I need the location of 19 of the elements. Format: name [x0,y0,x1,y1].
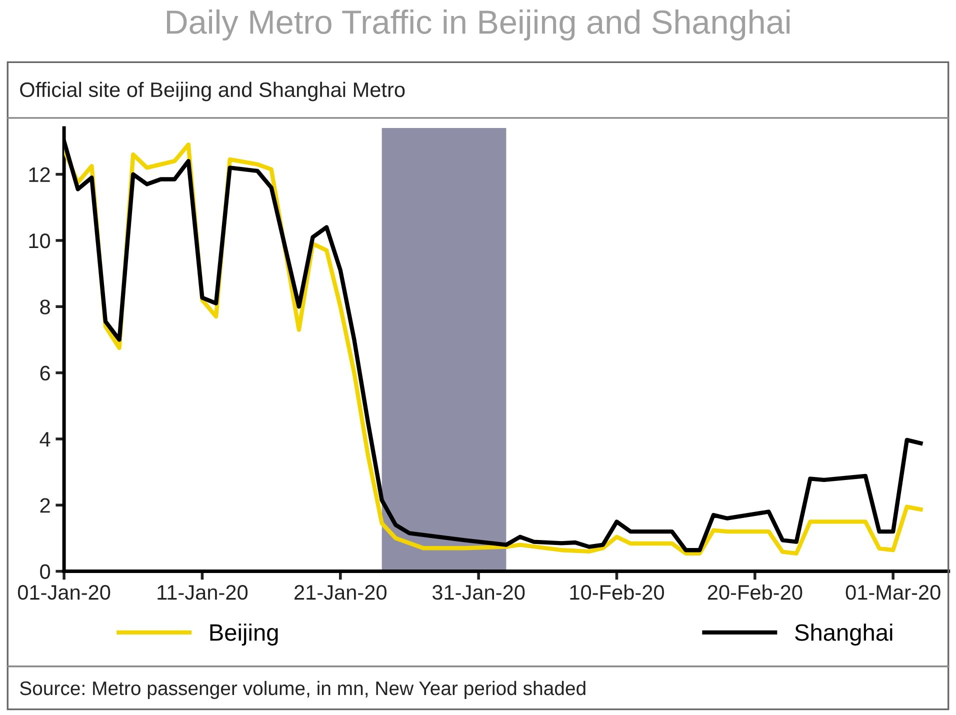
legend-label: Shanghai [795,624,892,646]
chart-subtitle: Official site of Beijing and Shanghai Metro [20,82,405,102]
y-tick-label: 0 [40,564,50,580]
source-note: Source: Metro passenger volume, in mn, New Year period shaded [20,680,586,700]
x-tick-label: 10-Feb-20 [570,584,664,600]
x-tick-label: 01-Mar-20 [846,585,940,600]
legend-label: Beijing [210,624,278,646]
x-tick-label: 20-Feb-20 [708,584,802,600]
y-tick-label: 6 [40,366,50,381]
y-tick-label: 10 [29,233,50,248]
x-tick-label: 01-Jan-20 [18,585,110,600]
x-tick-label: 21-Jan-20 [294,585,386,600]
y-tick-label: 8 [40,300,50,314]
y-tick-label: 12 [29,167,50,182]
y-tick-label: 2 [40,498,50,513]
x-tick-label: 31-Jan-20 [432,585,525,600]
y-tick-label: 4 [40,432,50,447]
x-tick-label: 11-Jan-20 [158,585,248,600]
chart-title: Daily Metro Traffic in Beijing and Shanghai [166,9,790,41]
